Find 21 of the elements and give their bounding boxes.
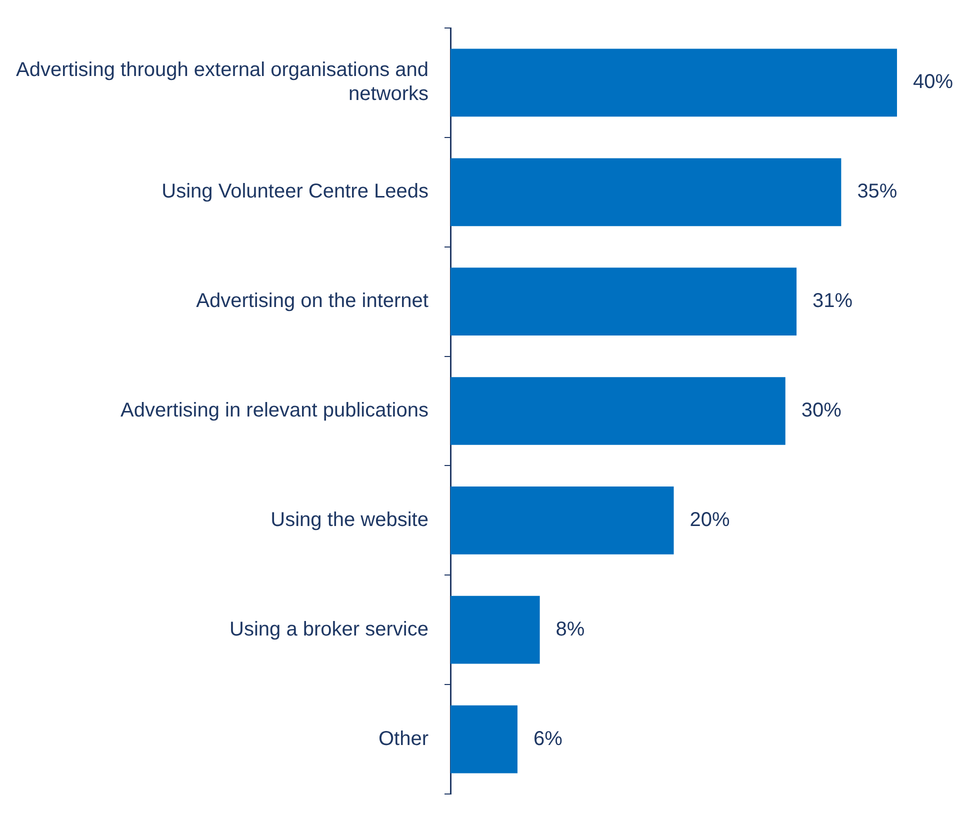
- y-tick-label: Advertising on the internet: [196, 290, 429, 312]
- bar: [450, 158, 842, 226]
- y-tick-label: Other: [378, 728, 429, 750]
- bar: [450, 596, 540, 664]
- y-tick-label: Using Volunteer Centre Leeds: [162, 180, 428, 203]
- y-tick-label: Using a broker service: [230, 618, 428, 640]
- bar: [450, 486, 674, 554]
- data-label: 6%: [533, 728, 563, 750]
- y-tick-label: Using the website: [270, 508, 428, 531]
- data-label: 30%: [801, 400, 842, 422]
- bar: [450, 705, 518, 774]
- data-label: 40%: [913, 71, 954, 94]
- data-label: 31%: [812, 290, 853, 312]
- bar: [450, 48, 897, 117]
- data-label: 35%: [857, 180, 898, 203]
- y-tick-label: Advertising in relevant publications: [120, 400, 428, 422]
- y-tick-label: Advertising through external organisations and networks: [16, 59, 428, 106]
- data-label: 20%: [690, 508, 730, 531]
- bar: [450, 377, 786, 445]
- data-label: 8%: [556, 618, 585, 640]
- bar: [450, 268, 797, 336]
